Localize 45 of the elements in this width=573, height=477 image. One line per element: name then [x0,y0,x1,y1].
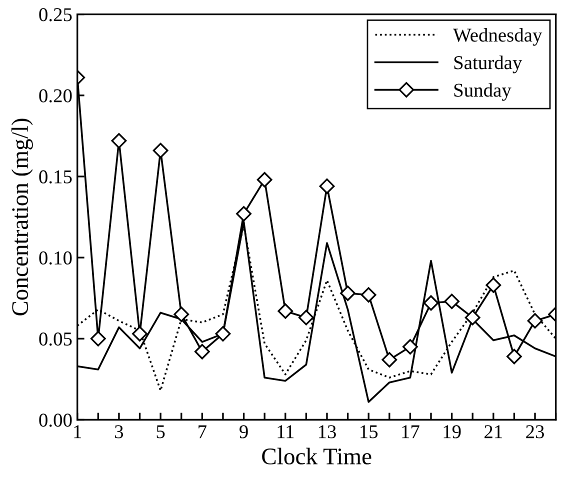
point [298,310,314,326]
point [340,286,356,301]
point [256,172,272,188]
x-tick-label: 23 [526,425,544,438]
x-tick-label: 1 [74,425,82,438]
point [464,310,480,326]
x-axis-title: Clock Time [262,448,372,464]
y-tick-label: 0.20 [39,89,72,102]
y-tick-label: 0.05 [39,332,72,346]
x-tick-label: 5 [156,425,165,438]
point [382,352,398,368]
y-tick-label: 0.10 [39,251,72,265]
point [194,344,210,360]
legend-label: Sunday [454,83,512,101]
point [278,303,294,319]
legend-label: Saturday [454,56,522,74]
legend-label: Wednesday [453,28,542,46]
point [360,287,376,303]
point [174,306,190,322]
point [90,330,106,346]
point [506,348,522,364]
point [319,178,335,194]
x-tick-label: 11 [278,425,294,438]
point [111,133,127,149]
point [402,339,418,354]
x-tick-label: 3 [115,425,124,438]
y-tick-label: 0.00 [39,414,72,427]
x-tick-label: 19 [444,425,461,438]
x-tick-label: 21 [484,425,502,438]
y-tick-label: 0.15 [39,170,72,184]
point [152,142,168,158]
point [132,326,148,342]
point [215,326,231,342]
point [236,206,252,222]
x-tick-label: 9 [240,425,248,438]
point [527,313,543,329]
point [444,294,460,310]
point [486,277,502,293]
x-tick-label: 7 [198,425,206,438]
x-tick-label: 17 [402,425,420,438]
y-axis-title: Concentration (mg/l) [11,118,33,316]
point [423,295,439,311]
y-tick-label: 0.25 [39,8,72,22]
x-tick-label: 13 [318,425,336,438]
x-tick-label: 15 [360,425,378,438]
